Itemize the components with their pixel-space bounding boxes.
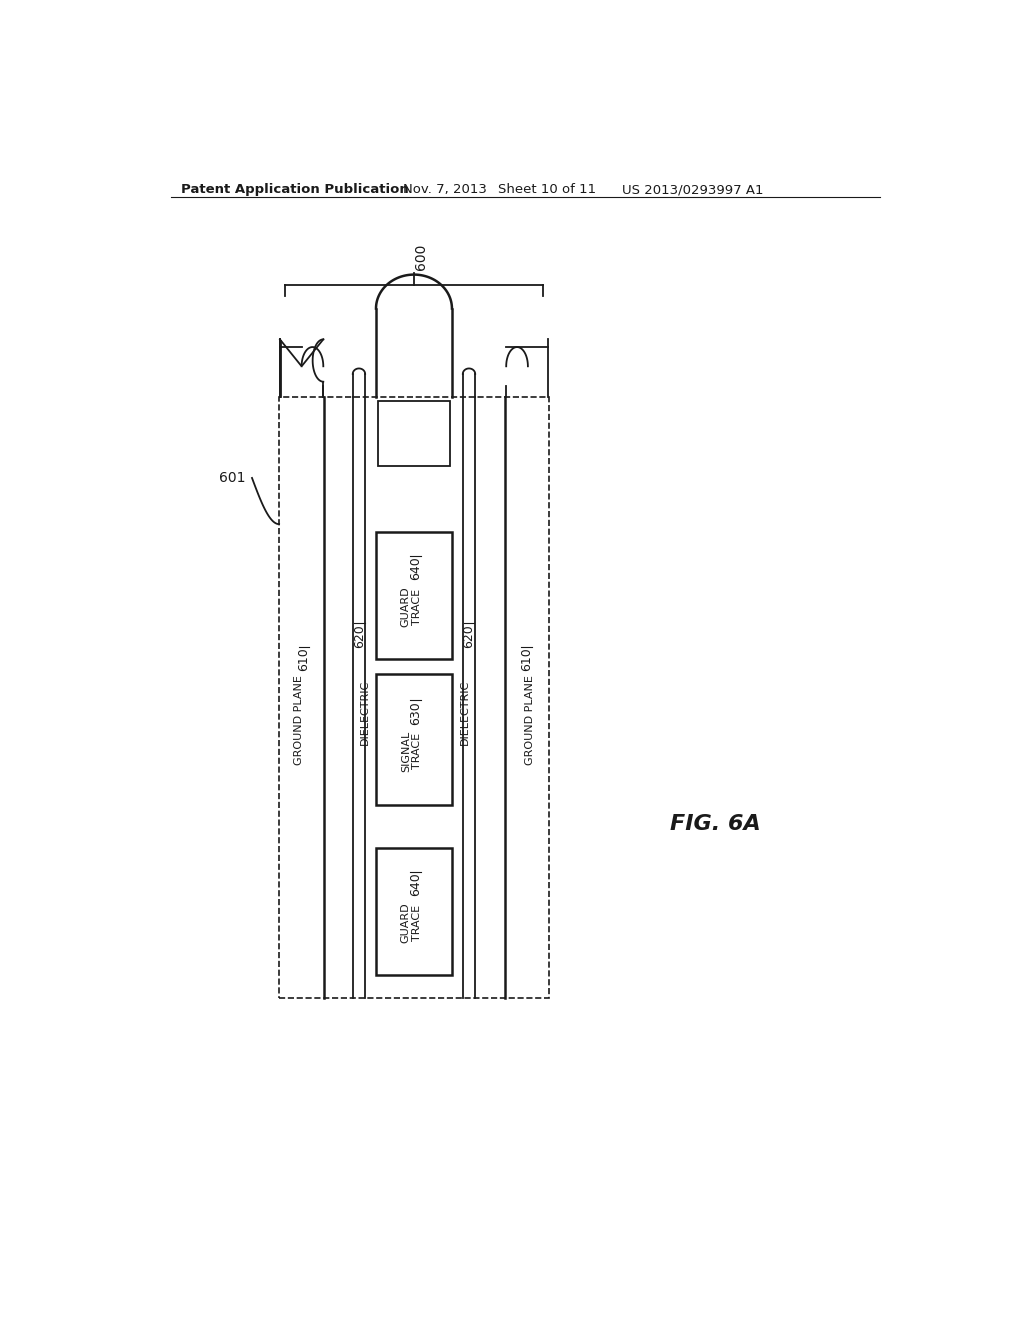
Text: DIELECTRIC: DIELECTRIC <box>460 680 470 746</box>
Text: Patent Application Publication: Patent Application Publication <box>180 183 409 197</box>
Text: 630: 630 <box>409 701 422 725</box>
Text: FIG. 6A: FIG. 6A <box>671 814 761 834</box>
Text: GUARD
TRACE: GUARD TRACE <box>400 903 423 942</box>
Text: 620: 620 <box>463 624 475 648</box>
Text: 610: 610 <box>520 647 532 671</box>
Text: 620: 620 <box>353 624 367 648</box>
Text: SIGNAL
TRACE: SIGNAL TRACE <box>400 731 423 772</box>
Bar <box>378 401 451 466</box>
Text: 610: 610 <box>297 647 310 671</box>
Bar <box>376 847 452 974</box>
Text: 640: 640 <box>409 873 422 896</box>
Text: GROUND PLANE: GROUND PLANE <box>294 676 303 766</box>
Text: 640: 640 <box>409 557 422 581</box>
Text: DIELECTRIC: DIELECTRIC <box>360 680 370 746</box>
Text: 600: 600 <box>414 244 428 271</box>
Bar <box>376 675 452 805</box>
Text: Sheet 10 of 11: Sheet 10 of 11 <box>499 183 597 197</box>
Bar <box>376 532 452 659</box>
Text: US 2013/0293997 A1: US 2013/0293997 A1 <box>623 183 764 197</box>
Text: Nov. 7, 2013: Nov. 7, 2013 <box>403 183 487 197</box>
Text: GROUND PLANE: GROUND PLANE <box>525 676 536 766</box>
Text: 601: 601 <box>219 471 246 484</box>
Text: GUARD
TRACE: GUARD TRACE <box>400 586 423 627</box>
